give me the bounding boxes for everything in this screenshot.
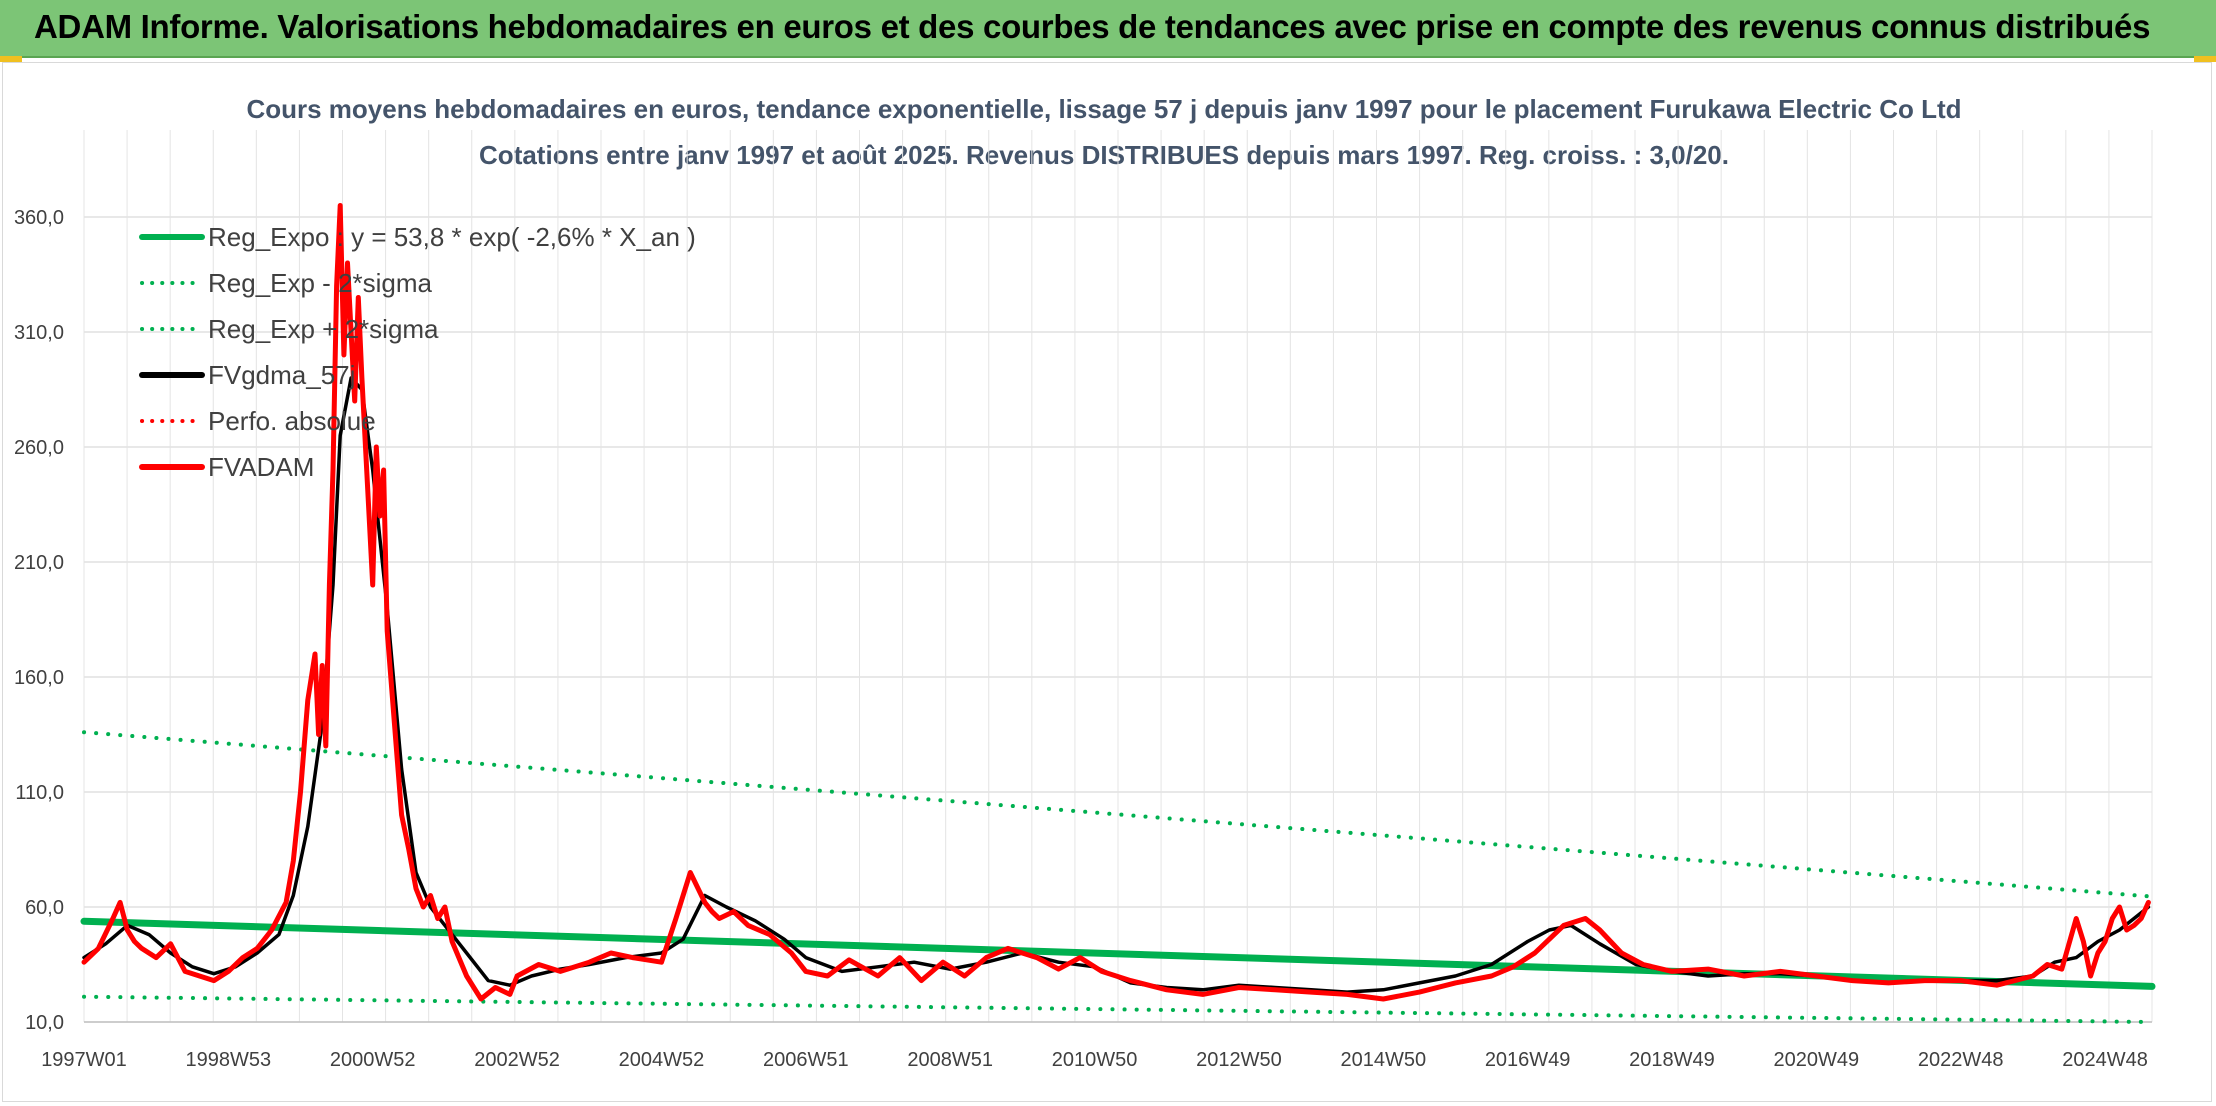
x-tick-label: 2006W51 (763, 1049, 849, 1071)
corner-mark-left (0, 56, 22, 62)
chart-subtitle: Cotations entre janv 1997 et août 2025. … (479, 140, 1729, 170)
series-lines (80, 203, 2156, 1024)
y-tick-label: 360,0 (14, 207, 64, 229)
y-tick-label: 110,0 (15, 782, 64, 804)
series-line (81, 203, 2151, 1002)
x-tick-label: 2004W52 (619, 1049, 705, 1071)
legend-label: Reg_Exp + 2*sigma (208, 314, 439, 344)
legend: Reg_Expo : y = 53,8 * exp( -2,6% * X_an … (139, 222, 696, 482)
legend-label: FVADAM (208, 452, 314, 482)
series-line (82, 730, 2154, 899)
x-tick-label: 2010W50 (1052, 1049, 1138, 1071)
chart-title: Cours moyens hebdomadaires en euros, ten… (246, 94, 1961, 124)
chart-frame (2, 62, 2212, 1102)
legend-label: Reg_Exp - 2*sigma (208, 268, 433, 298)
y-tick-label: 10,0 (25, 1012, 64, 1034)
x-axis: 1997W01 1998W53 2000W52 2002W52 2004W52 2006W… (41, 1049, 2148, 1071)
x-tick-label: 2012W50 (1196, 1049, 1282, 1071)
y-axis: 10,0 60,0 110,0 160,0 210,0 260,0 310,0 360,0 (14, 207, 64, 1034)
x-tick-label: 1997W01 (41, 1049, 127, 1071)
corner-mark-right (2194, 56, 2216, 62)
legend-label: FVgdma_57j (208, 360, 355, 390)
x-tick-label: 2014W50 (1340, 1049, 1426, 1071)
x-tick-label: 2020W49 (1774, 1049, 1860, 1071)
x-tick-label: 2016W49 (1485, 1049, 1571, 1071)
legend-label: Reg_Expo : y = 53,8 * exp( -2,6% * X_an … (208, 222, 696, 252)
legend-label: Perfo. absolue (208, 406, 376, 436)
y-tick-label: 60,0 (25, 897, 64, 919)
y-tick-label: 260,0 (14, 437, 64, 459)
x-tick-label: 2008W51 (907, 1049, 993, 1071)
y-tick-label: 310,0 (14, 322, 64, 344)
report-title: ADAM Informe. Valorisations hebdomadaire… (34, 8, 2151, 45)
x-tick-label: 2002W52 (474, 1049, 560, 1071)
x-tick-label: 2022W48 (1918, 1049, 2004, 1071)
x-tick-label: 2018W49 (1629, 1049, 1715, 1071)
y-tick-label: 210,0 (14, 552, 64, 574)
x-tick-label: 1998W53 (186, 1049, 272, 1071)
report-banner: ADAM Informe. Valorisations hebdomadaire… (0, 0, 2216, 58)
x-tick-label: 2024W48 (2062, 1049, 2148, 1071)
y-tick-label: 160,0 (14, 667, 64, 689)
x-tick-label: 2000W52 (330, 1049, 416, 1071)
grid (83, 130, 2153, 1023)
